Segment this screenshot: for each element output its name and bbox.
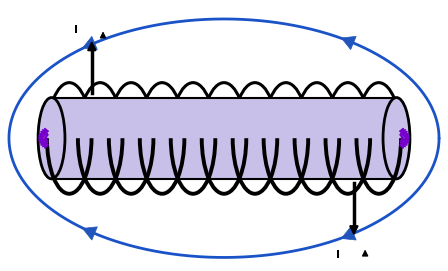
Ellipse shape (38, 98, 65, 179)
Polygon shape (82, 227, 97, 240)
Bar (52, 98, 396, 179)
Ellipse shape (383, 98, 410, 179)
Polygon shape (82, 36, 97, 50)
Text: I: I (336, 250, 340, 260)
Polygon shape (341, 36, 356, 50)
Text: I: I (74, 25, 78, 35)
Polygon shape (341, 227, 356, 240)
